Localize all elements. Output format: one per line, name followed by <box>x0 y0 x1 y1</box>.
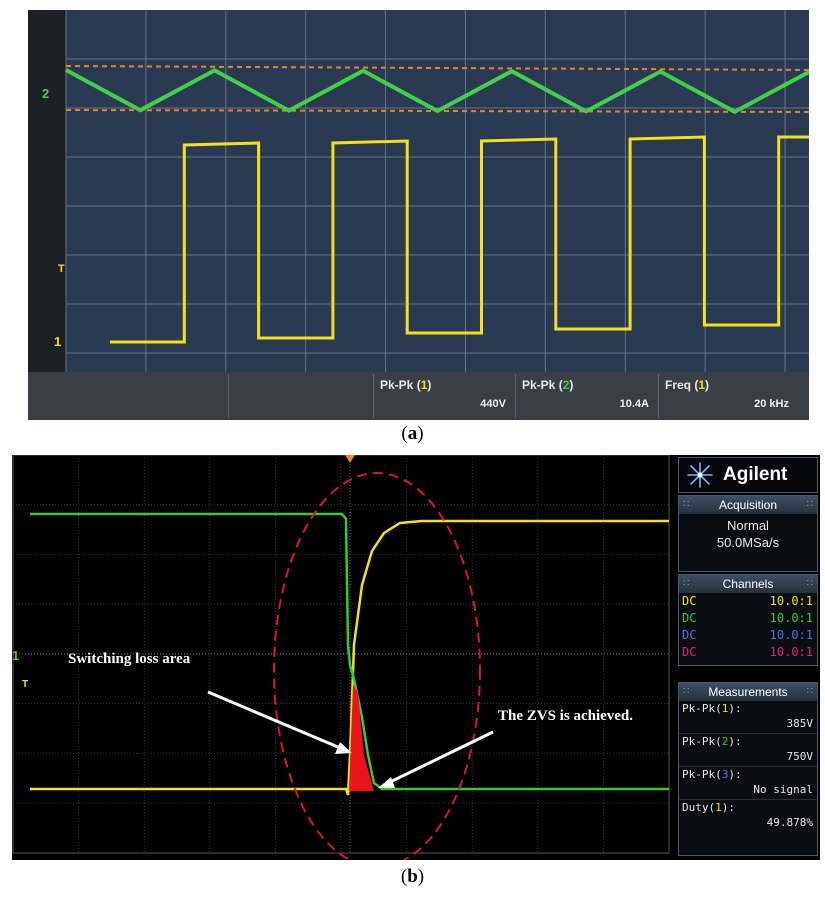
caption-b: (b) <box>400 866 425 887</box>
caption-letter: a <box>407 423 418 444</box>
measurement-name: Pk-Pk <box>380 378 414 392</box>
arrow-loss-head <box>335 742 352 754</box>
measurement-channel: 2 <box>721 735 729 748</box>
coupling: DC <box>682 645 697 659</box>
channel-row: DC 10.0:1 <box>679 593 817 610</box>
channel-2-marker: 2 <box>42 86 49 101</box>
measurement-value: 750V <box>786 750 814 763</box>
zvs-label: The ZVS is achieved. <box>498 708 633 724</box>
measurement-name: Pk-Pk <box>682 768 716 781</box>
channel-row: DC 10.0:1 <box>679 610 817 627</box>
measurement-row: Pk-Pk(2): 750V <box>679 733 817 766</box>
measurement-channel: 1 <box>420 378 428 392</box>
measurement-channel: 2 <box>562 378 570 392</box>
measurement-channel: 1 <box>698 378 706 392</box>
trigger-marker: T <box>58 263 65 275</box>
coupling: DC <box>682 594 697 608</box>
probe-ratio: 10.0:1 <box>769 594 813 608</box>
blank-cell <box>228 374 374 418</box>
brand-name: Agilent <box>723 464 788 485</box>
measurement-value: 440V <box>480 398 506 410</box>
caption-a: (a) <box>401 423 424 444</box>
waveform-traces <box>30 512 669 796</box>
measurement-name: Pk-Pk <box>682 702 716 715</box>
acquisition-box: Acquisition Normal 50.0MSa/s <box>678 495 818 572</box>
cursor-line-top <box>65 65 809 71</box>
channels-header: Channels <box>679 575 817 593</box>
waveform-traces <box>65 68 809 344</box>
brand-box: Agilent <box>678 457 818 493</box>
arrow-loss-shaft <box>207 690 346 752</box>
coupling: DC <box>682 611 697 625</box>
measurements-box: Measurements Pk-Pk(1): 385V Pk-Pk(2): 75… <box>678 682 818 856</box>
trigger-marker: T <box>22 679 28 690</box>
measurement-channel: 3 <box>721 768 729 781</box>
agilent-spark-icon <box>687 462 713 488</box>
acquisition-header: Acquisition <box>679 496 817 514</box>
arrow-zvs-head <box>378 777 395 788</box>
yellow-rising-edge <box>30 519 669 796</box>
green-falling-edge <box>30 512 669 791</box>
measurement-value: 385V <box>786 717 814 730</box>
measurement-name: Pk-Pk <box>682 735 716 748</box>
probe-ratio: 10.0:1 <box>769 628 813 642</box>
highlight-ellipse <box>273 472 481 860</box>
probe-ratio: 10.0:1 <box>769 645 813 659</box>
info-sidebar: Agilent Acquisition Normal 50.0MSa/s Cha… <box>675 455 820 860</box>
scope-screen-a: 2 T 1 <box>28 10 809 372</box>
measurements-header: Measurements <box>679 683 817 701</box>
measurement-channel: 1 <box>721 702 729 715</box>
arrow-zvs-shaft <box>385 730 494 786</box>
channels-box: Channels DC 10.0:1 DC 10.0:1 DC 10.0:1 DC 10… <box>678 574 818 666</box>
trigger-position-icon <box>345 455 355 463</box>
scope-screen-b: Switching loss area The ZVS is achieved.… <box>12 455 675 860</box>
channel-row: DC 10.0:1 <box>679 627 817 644</box>
measurement-value: 49.878% <box>766 816 813 829</box>
grid-background <box>66 10 809 372</box>
switching-loss-area <box>349 685 374 791</box>
oscilloscope-screen-b: Switching loss area The ZVS is achieved.… <box>12 455 820 860</box>
measurement-name: Duty <box>682 801 709 814</box>
graticule-border <box>12 455 670 854</box>
channel-1-marker: 1 <box>12 648 19 663</box>
measurement-value: 10.4A <box>619 398 649 410</box>
measurement-name: Pk-Pk <box>522 378 556 392</box>
acquisition-mode: Normal <box>727 518 769 533</box>
measurement-name: Freq <box>665 378 692 392</box>
measurement-cell: Freq (1) 20 kHz <box>658 374 799 418</box>
channel-row: DC 10.0:1 <box>679 644 817 661</box>
switching-loss-label: Switching loss area <box>68 651 191 667</box>
caption-letter: b <box>407 866 418 887</box>
measurement-row: Pk-Pk(3): No signal <box>679 766 817 799</box>
square-waveform <box>110 135 809 344</box>
probe-ratio: 10.0:1 <box>769 611 813 625</box>
sample-rate: 50.0MSa/s <box>716 535 780 550</box>
measurement-value: No signal <box>753 783 813 796</box>
channel-1-marker: 1 <box>54 334 61 349</box>
measurement-value: 20 kHz <box>754 398 789 410</box>
coupling: DC <box>682 628 697 642</box>
measurement-row: Pk-Pk(1): 385V <box>682 702 814 730</box>
triangle-waveform <box>65 68 809 115</box>
measurement-row: Duty(1): 49.878% <box>679 799 817 832</box>
measurement-bar: Pk-Pk (1) 440V Pk-Pk (2) 10.4A Freq (1) … <box>28 372 809 420</box>
oscilloscope-photo-a: 2 T 1 Pk-Pk (1) 440V Pk-Pk (2) 10.4A Fre… <box>28 10 809 420</box>
measurement-cell: Pk-Pk (2) 10.4A <box>515 374 659 418</box>
measurement-cell: Pk-Pk (1) 440V <box>373 374 516 418</box>
measurement-channel: 1 <box>715 801 722 814</box>
